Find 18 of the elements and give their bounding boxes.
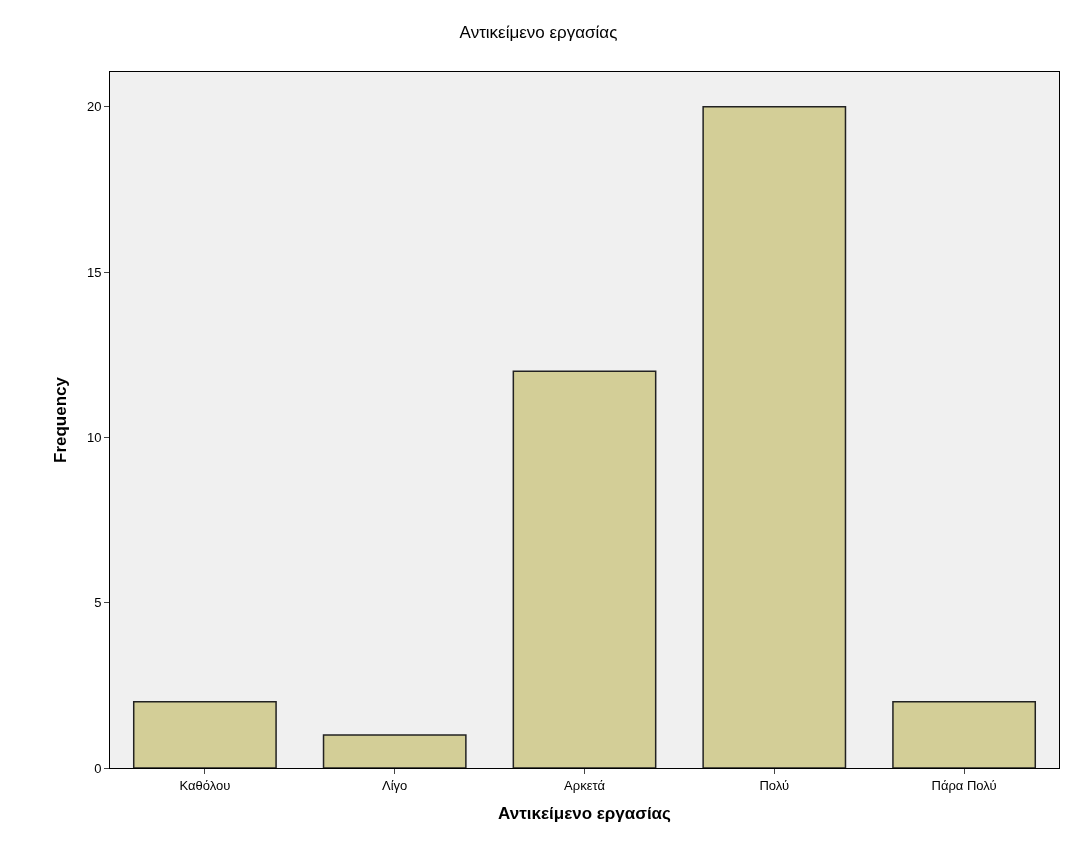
y-tick-label: 10 (86, 429, 102, 445)
y-tick-label: 5 (94, 595, 102, 611)
y-axis-title: Frequency (51, 376, 71, 463)
chart-title: Αντικείμενο εργασίας (459, 22, 618, 42)
x-tick-label: Λίγο (382, 777, 408, 793)
x-tick-label: Καθόλου (179, 777, 231, 793)
bar (512, 370, 657, 768)
x-tick-label: Αρκετά (564, 777, 606, 793)
y-tick-label: 0 (94, 760, 102, 776)
x-tick-label: Πάρα Πολύ (931, 777, 997, 793)
bar (892, 701, 1037, 768)
bar (132, 701, 277, 768)
bar (322, 734, 467, 768)
y-tick-label: 15 (86, 264, 102, 280)
bar (702, 105, 847, 768)
x-tick-label: Πολύ (759, 777, 790, 793)
x-axis-title: Αντικείμενο εργασίας (498, 804, 672, 823)
y-tick-label: 20 (86, 99, 102, 115)
